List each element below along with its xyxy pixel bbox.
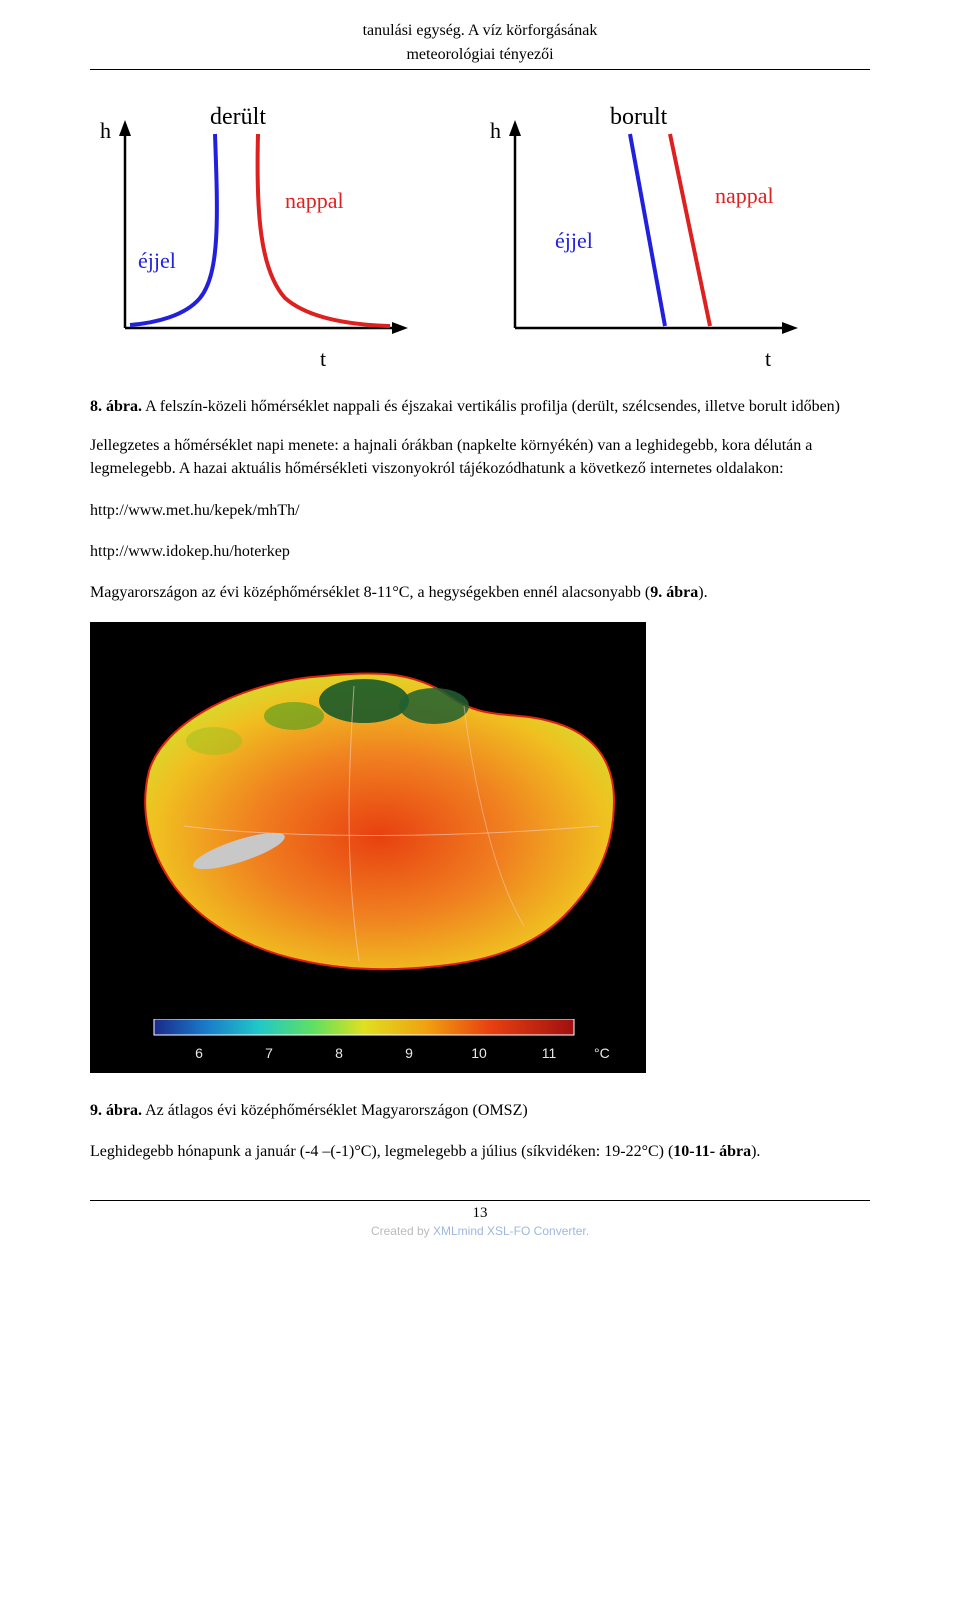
footer-credit: Created by XMLmind XSL-FO Converter. [90,1224,870,1238]
graph-overcast: h t borult éjjel nappal [460,98,820,378]
figure-9-caption: 9. ábra. Az átlagos évi középhőmérséklet… [90,1099,870,1122]
footer-rule [90,1200,870,1201]
legend-unit: °C [594,1045,610,1061]
link-idokep: http://www.idokep.hu/hoterkep [90,540,870,563]
figure-9-caption-text: Az átlagos évi középhőmérséklet Magyaror… [142,1102,528,1119]
x-axis-label: t [765,346,771,371]
paragraph-1: Jellegzetes a hőmérséklet napi menete: a… [90,434,870,480]
graph-title-overcast: borult [610,104,668,130]
figure-8-caption-text: A felszín-közeli hőmérséklet nappali és … [142,398,840,415]
figure-8-graphs: h t derült éjjel nappal h t borult [90,98,870,378]
link-met-hu: http://www.met.hu/kepek/mhTh/ [90,499,870,522]
day-label: nappal [285,188,344,213]
legend-tick-5: 11 [542,1045,557,1061]
paragraph-3-figref: 10-11- ábra [673,1143,751,1160]
paragraph-2-c: ). [698,584,707,601]
footer-credit-tail: . [586,1224,589,1238]
running-header-line2: meteorológiai tényezői [90,44,870,66]
map-legend-ticks: 6 7 8 9 10 11 °C [94,1042,634,1064]
hungary-temp-map [94,626,634,996]
cool-zone-4 [186,727,242,755]
y-axis-label: h [100,118,111,143]
figure-9-caption-number: 9. ábra. [90,1102,142,1119]
paragraph-2-figref: 9. ábra [650,584,698,601]
header-rule [90,69,870,70]
paragraph-2-a: Magyarországon az évi középhőmérséklet 8… [90,584,650,601]
cool-zone-1 [319,679,409,723]
paragraph-3-c: ). [751,1143,760,1160]
graph-clear-sky: h t derült éjjel nappal [70,98,430,378]
map-legend-colorbar [94,1019,634,1037]
cool-zone-3 [264,702,324,730]
legend-tick-4: 10 [471,1045,487,1061]
page-number: 13 [90,1205,870,1222]
running-header-line1: tanulási egység. A víz körforgásának [90,20,870,42]
paragraph-3: Leghidegebb hónapunk a január (-4 –(-1)°… [90,1140,870,1163]
night-label: éjjel [555,228,593,253]
day-label: nappal [715,183,774,208]
y-axis-label: h [490,118,501,143]
graph-title-clear: derült [210,104,266,130]
figure-8-caption: 8. ábra. A felszín-közeli hőmérséklet na… [90,398,870,416]
figure-9-map: 6 7 8 9 10 11 °C [90,622,646,1073]
footer-credit-plain: Created by [371,1224,433,1238]
paragraph-3-a: Leghidegebb hónapunk a január (-4 –(-1)°… [90,1143,673,1160]
legend-tick-0: 6 [195,1045,203,1061]
night-label: éjjel [138,248,176,273]
cool-zone-2 [399,688,469,724]
footer-credit-product: XMLmind XSL-FO Converter [433,1224,586,1238]
x-axis-label: t [320,346,326,371]
paragraph-2: Magyarországon az évi középhőmérséklet 8… [90,581,870,604]
legend-tick-3: 9 [405,1045,413,1061]
legend-tick-2: 8 [335,1045,343,1061]
legend-tick-1: 7 [265,1045,273,1061]
figure-8-caption-number: 8. ábra. [90,398,142,415]
